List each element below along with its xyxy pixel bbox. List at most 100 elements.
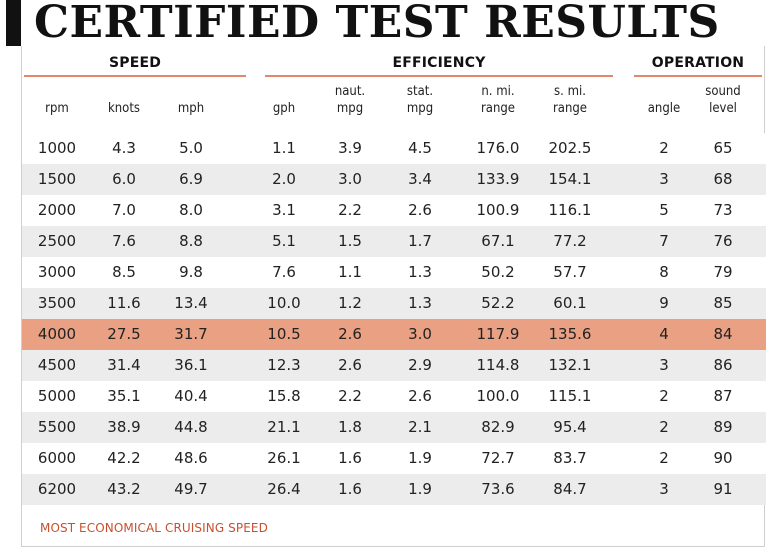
cell-rpm: 3000 [37,263,77,281]
cell-sound-level: 76 [713,232,733,250]
column-header-sound-level: sound level [683,83,763,117]
cell-naut-mpg: 1.2 [338,294,362,312]
cell-sound-level: 65 [713,139,733,157]
cell-angle: 5 [659,201,669,219]
cell-rpm: 1500 [37,170,77,188]
cell-mph: 13.4 [174,294,208,312]
cell-angle: 2 [659,387,669,405]
cell-rpm: 5000 [37,387,77,405]
cell-nmi-range: 133.9 [476,170,520,188]
table-row: 3000 8.5 9.8 7.6 1.1 1.3 50.2 57.7 8 79 [22,257,766,288]
column-header-line2: mpg [336,101,364,116]
cell-angle: 9 [659,294,669,312]
table-row: 6200 43.2 49.7 26.4 1.6 1.9 73.6 84.7 3 91 [22,474,766,505]
cell-nmi-range: 114.8 [476,356,520,374]
cell-mph: 8.0 [179,201,203,219]
cell-nmi-range: 52.2 [481,294,515,312]
cell-angle: 4 [659,325,669,343]
cell-knots: 43.2 [107,480,141,498]
cell-angle: 3 [659,356,669,374]
cell-sound-level: 79 [713,263,733,281]
cell-stat-mpg: 1.3 [408,294,432,312]
cell-stat-mpg: 1.9 [408,449,432,467]
cell-naut-mpg: 1.6 [338,480,362,498]
table-row: 2000 7.0 8.0 3.1 2.2 2.6 100.9 116.1 5 73 [22,195,766,226]
table-row: 6000 42.2 48.6 26.1 1.6 1.9 72.7 83.7 2 90 [22,443,766,474]
cell-gph: 26.4 [267,480,301,498]
cell-mph: 9.8 [179,263,203,281]
cell-rpm: 3500 [37,294,77,312]
cell-mph: 48.6 [174,449,208,467]
cell-naut-mpg: 3.9 [338,139,362,157]
cell-sound-level: 86 [713,356,733,374]
column-header-angle: angle [624,83,704,117]
cell-mph: 36.1 [174,356,208,374]
cell-smi-range: 154.1 [548,170,592,188]
column-header-smi-range: s. mi. range [530,83,610,117]
cell-nmi-range: 176.0 [476,139,520,157]
cell-smi-range: 83.7 [553,449,587,467]
cell-knots: 35.1 [107,387,141,405]
table-row: 5000 35.1 40.4 15.8 2.2 2.6 100.0 115.1 2 87 [22,381,766,412]
column-header-line1: naut. [334,84,366,99]
column-header-gph: gph [244,83,324,117]
cell-stat-mpg: 3.0 [408,325,432,343]
cell-stat-mpg: 3.4 [408,170,432,188]
cell-rpm: 5500 [37,418,77,436]
cell-smi-range: 115.1 [548,387,592,405]
column-header-line2: level [709,101,737,116]
table-row: 1000 4.3 5.0 1.1 3.9 4.5 176.0 202.5 2 65 [22,133,766,164]
cell-angle: 2 [659,449,669,467]
cell-naut-mpg: 2.2 [338,387,362,405]
results-table-body: 1000 4.3 5.0 1.1 3.9 4.5 176.0 202.5 2 65 1500 6.0 6… [22,133,766,505]
cell-sound-level: 89 [713,418,733,436]
column-header-nmi-range: n. mi. range [458,83,538,117]
cell-mph: 49.7 [174,480,208,498]
cell-rpm: 2000 [37,201,77,219]
cell-knots: 11.6 [107,294,141,312]
cell-nmi-range: 72.7 [481,449,515,467]
cell-gph: 7.6 [272,263,296,281]
cell-smi-range: 132.1 [548,356,592,374]
group-rule-speed [24,75,246,77]
cell-rpm: 4500 [37,356,77,374]
page-title: CERTIFIED TEST RESULTS [34,0,720,48]
cell-sound-level: 91 [713,480,733,498]
cell-smi-range: 57.7 [553,263,587,281]
table-row: 3500 11.6 13.4 10.0 1.2 1.3 52.2 60.1 9 85 [22,288,766,319]
cell-nmi-range: 100.9 [476,201,520,219]
column-header-line1: sound [705,84,741,99]
cell-mph: 8.8 [179,232,203,250]
cell-stat-mpg: 1.9 [408,480,432,498]
column-header-mph: mph [151,83,231,117]
title-accent-bar [6,0,21,46]
column-header-line1: n. mi. [481,84,515,99]
cell-stat-mpg: 1.3 [408,263,432,281]
cell-angle: 2 [659,139,669,157]
column-header-line1: stat. [406,84,434,99]
cell-naut-mpg: 1.8 [338,418,362,436]
cell-sound-level: 73 [713,201,733,219]
cell-naut-mpg: 1.5 [338,232,362,250]
column-header-line2: gph [272,101,296,116]
cell-smi-range: 116.1 [548,201,592,219]
cell-rpm: 4000 [37,325,77,343]
cell-knots: 6.0 [112,170,136,188]
cell-stat-mpg: 1.7 [408,232,432,250]
cell-sound-level: 87 [713,387,733,405]
cell-smi-range: 202.5 [548,139,592,157]
cell-stat-mpg: 2.1 [408,418,432,436]
cell-smi-range: 60.1 [553,294,587,312]
table-row: 5500 38.9 44.8 21.1 1.8 2.1 82.9 95.4 2 89 [22,412,766,443]
cell-gph: 15.8 [267,387,301,405]
cell-angle: 7 [659,232,669,250]
column-header-line2: knots [107,101,141,116]
cell-sound-level: 84 [713,325,733,343]
cell-knots: 8.5 [112,263,136,281]
cell-gph: 12.3 [267,356,301,374]
cell-knots: 7.0 [112,201,136,219]
cell-knots: 31.4 [107,356,141,374]
column-header-naut-mpg: naut. mpg [310,83,390,117]
cell-naut-mpg: 2.2 [338,201,362,219]
cell-smi-range: 84.7 [553,480,587,498]
